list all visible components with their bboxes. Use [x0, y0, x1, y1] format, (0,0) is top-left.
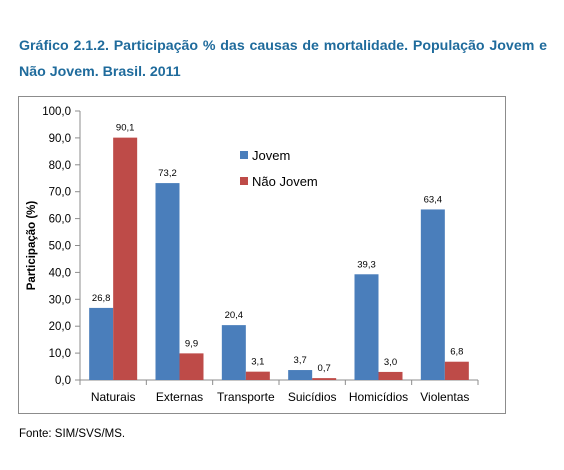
legend-swatch: [240, 177, 248, 185]
y-tick-label: 80,0: [49, 160, 71, 172]
bar-jovem: [420, 209, 445, 380]
bar-nao-jovem: [378, 371, 403, 380]
bar-nao-jovem: [245, 371, 270, 380]
data-label: 20,4: [225, 310, 244, 321]
legend-swatch: [240, 151, 248, 159]
y-tick-label: 0,0: [55, 375, 71, 387]
bar-jovem: [288, 370, 313, 380]
data-label: 73,2: [158, 168, 177, 179]
x-tick-label: Externas: [156, 390, 203, 404]
data-label: 3,7: [294, 355, 307, 366]
bar-nao-jovem: [113, 137, 138, 380]
legend-label: Não Jovem: [252, 174, 318, 189]
y-tick-label: 90,0: [49, 133, 71, 145]
y-tick-label: 60,0: [49, 214, 71, 226]
bar-nao-jovem: [444, 361, 469, 380]
data-label: 26,8: [92, 293, 111, 304]
y-tick-label: 100,0: [42, 106, 71, 118]
source-note: Fonte: SIM/SVS/MS.: [19, 428, 126, 440]
chart-title: Gráfico 2.1.2. Participação % das causas…: [19, 38, 547, 80]
y-tick-label: 30,0: [49, 294, 71, 306]
bar-jovem: [354, 274, 379, 380]
data-label: 6,8: [450, 347, 463, 358]
bar-nao-jovem: [312, 378, 337, 380]
x-tick-label: Homicídios: [349, 390, 408, 404]
bar-nao-jovem: [179, 353, 204, 380]
y-axis-title: Participação (%): [26, 201, 38, 291]
bar-jovem: [155, 183, 180, 380]
data-label: 39,3: [357, 259, 376, 270]
y-tick-label: 50,0: [49, 241, 71, 253]
data-label: 0,7: [318, 363, 331, 374]
y-tick-label: 20,0: [49, 321, 71, 333]
y-tick-label: 10,0: [49, 348, 71, 360]
x-tick-label: Transporte: [217, 390, 275, 404]
bar-jovem: [89, 307, 114, 380]
bar-jovem: [221, 325, 246, 380]
data-label: 3,1: [251, 357, 264, 368]
data-label: 90,1: [116, 123, 135, 134]
data-label: 9,9: [185, 338, 198, 349]
data-label: 63,4: [424, 194, 443, 205]
y-tick-label: 70,0: [49, 187, 71, 199]
x-tick-label: Naturais: [91, 390, 136, 404]
data-label: 3,0: [384, 357, 397, 368]
legend-label: Jovem: [252, 148, 290, 163]
x-tick-label: Suicídios: [288, 390, 337, 404]
y-tick-label: 40,0: [49, 267, 71, 279]
x-tick-label: Violentas: [420, 390, 469, 404]
